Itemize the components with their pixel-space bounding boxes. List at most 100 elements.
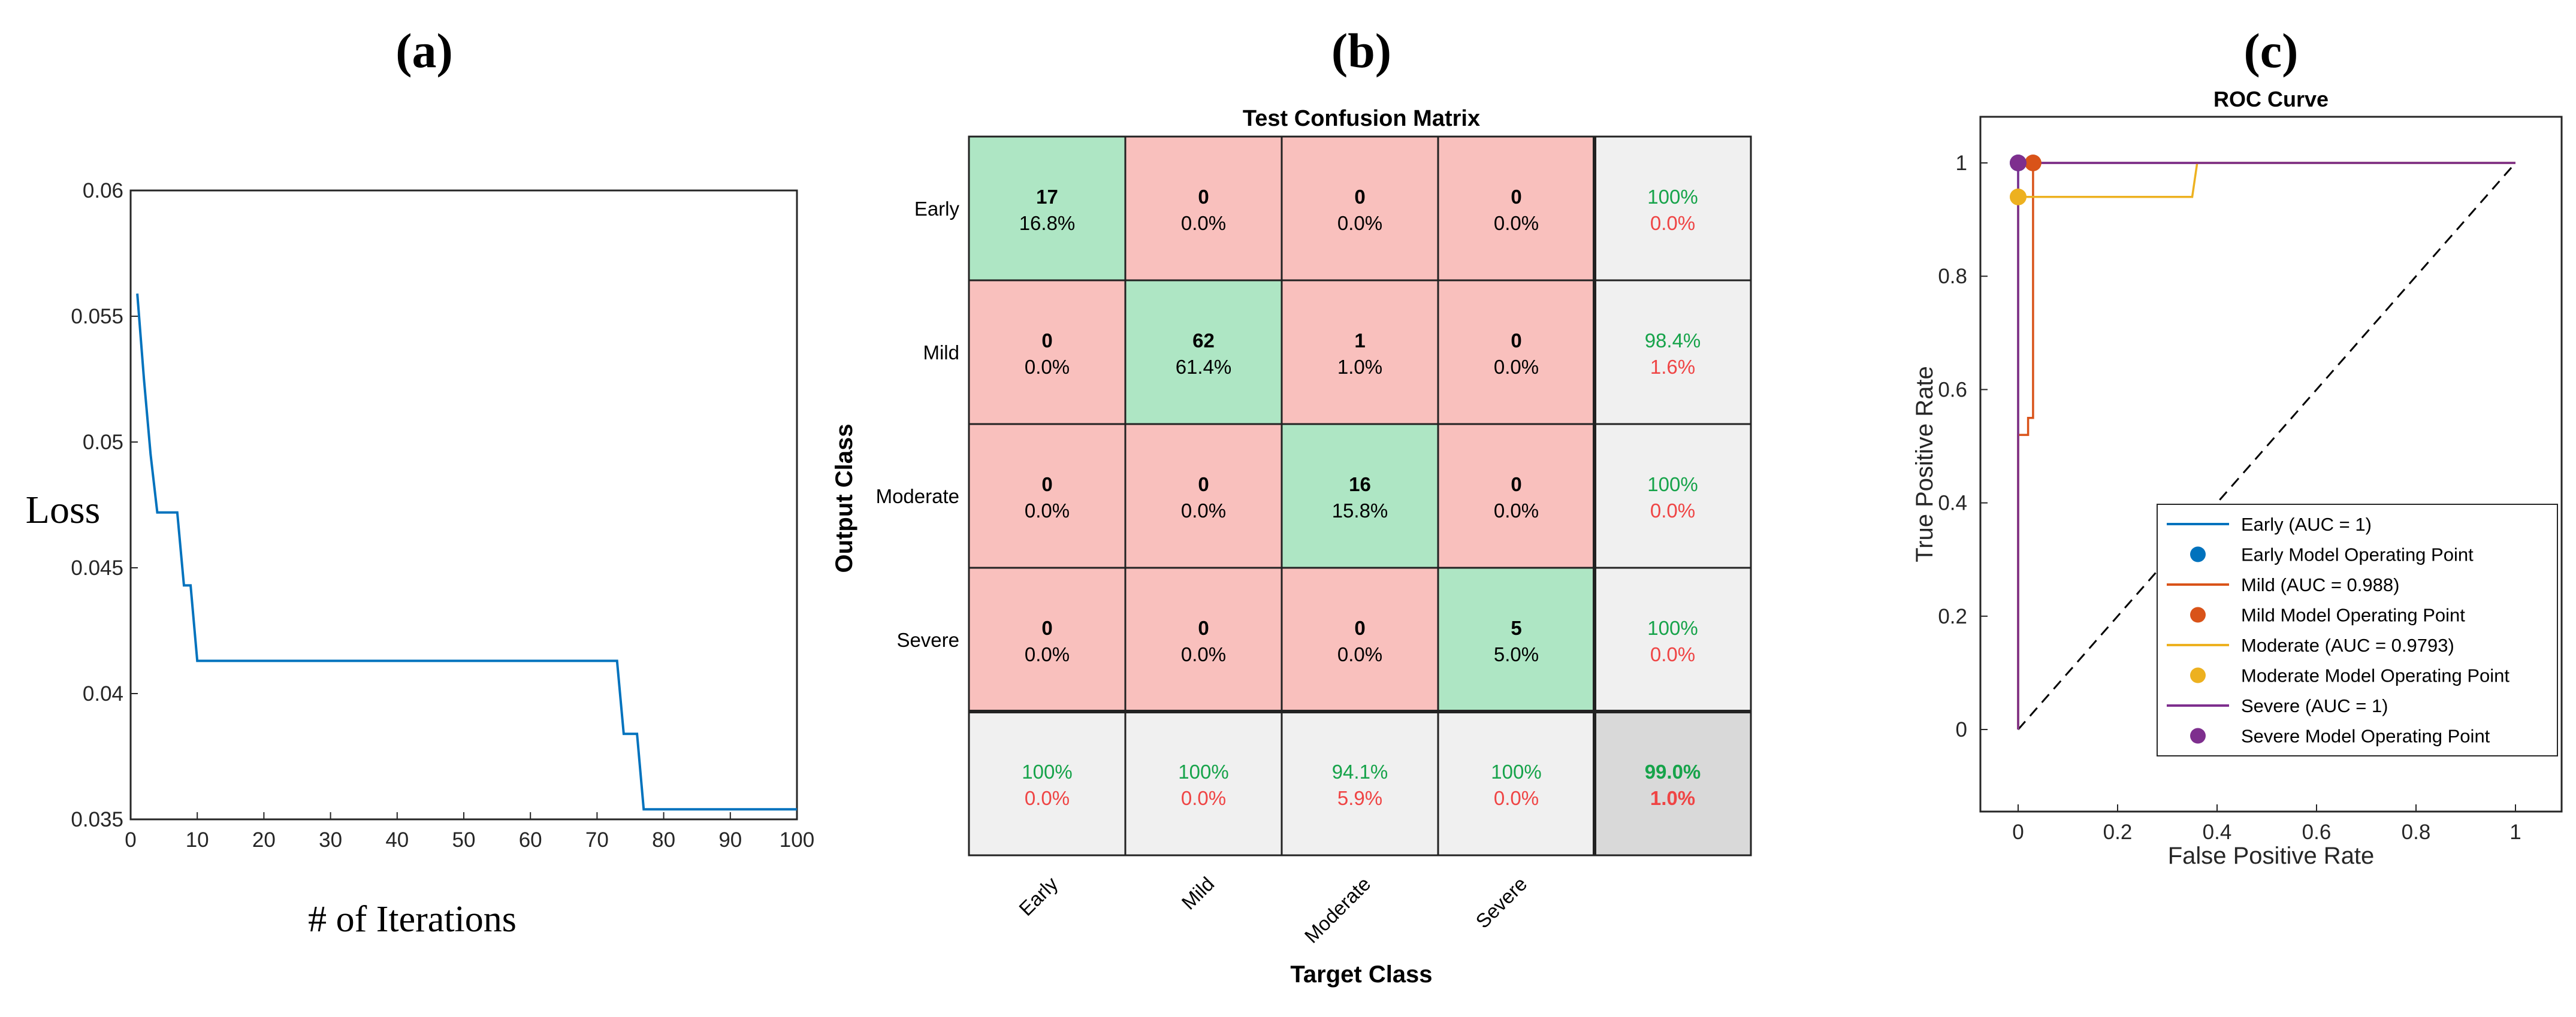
cm-cell-offdiagonal bbox=[1124, 423, 1283, 569]
roc-x-tick-label: 1 bbox=[2509, 821, 2521, 844]
cm-cell-count: 17 bbox=[1036, 186, 1058, 208]
cm-col-label: Early bbox=[1014, 872, 1062, 920]
cm-cell-percent: 61.4% bbox=[1176, 356, 1232, 378]
roc-x-tick-label: 0.2 bbox=[2103, 821, 2133, 844]
cm-cell-percent: 5.0% bbox=[1494, 643, 1539, 665]
cm-xlabel: Target Class bbox=[1290, 961, 1432, 988]
roc-y-tick-label: 0 bbox=[1956, 718, 1967, 741]
roc-legend-dot-swatch bbox=[2190, 607, 2206, 623]
roc-y-tick-label: 0.2 bbox=[1938, 605, 1967, 628]
cm-cell-count: 0 bbox=[1041, 329, 1052, 352]
cm-col-error: 5.9% bbox=[1337, 787, 1382, 809]
cm-cell-offdiagonal bbox=[1437, 135, 1596, 282]
cm-col-error: 0.0% bbox=[1494, 787, 1539, 809]
cm-cell-percent: 0.0% bbox=[1181, 212, 1226, 234]
cm-row-summary-cell bbox=[1593, 423, 1752, 569]
cm-cell-percent: 0.0% bbox=[1337, 212, 1382, 234]
cm-cell-count: 0 bbox=[1041, 617, 1052, 639]
roc-legend-label: Moderate (AUC = 0.9793) bbox=[2241, 635, 2454, 656]
cm-cell-diagonal bbox=[1281, 423, 1439, 569]
cm-cell-offdiagonal bbox=[1124, 135, 1283, 282]
roc-operating-point bbox=[2010, 155, 2027, 171]
loss-x-tick-label: 60 bbox=[519, 828, 542, 852]
cm-col-summary-cell bbox=[1124, 710, 1283, 856]
roc-operating-point bbox=[2010, 188, 2027, 205]
cm-row-precision: 100% bbox=[1647, 617, 1698, 639]
cm-col-summary-cell bbox=[1437, 710, 1596, 856]
loss-x-tick-label: 20 bbox=[252, 828, 276, 852]
cm-col-label: Severe bbox=[1471, 873, 1531, 933]
roc-y-tick-label: 0.4 bbox=[1938, 492, 1967, 515]
cm-cell-offdiagonal bbox=[1437, 423, 1596, 569]
loss-x-tick-label: 10 bbox=[186, 828, 209, 852]
cm-col-summary-cell bbox=[1281, 710, 1439, 856]
loss-y-tick-label: 0.04 bbox=[83, 682, 123, 706]
loss-x-tick-label: 70 bbox=[585, 828, 609, 852]
cm-row-error: 0.0% bbox=[1650, 500, 1695, 522]
confusion-matrix: Test Confusion Matrix 17 16.8% 0 0.0% 0 0.0% 0… bbox=[831, 106, 1752, 988]
cm-row-precision: 98.4% bbox=[1645, 329, 1701, 352]
cm-cell-percent: 0.0% bbox=[1025, 643, 1070, 665]
cm-cell-offdiagonal bbox=[1437, 279, 1596, 425]
roc-legend-label: Severe Model Operating Point bbox=[2241, 726, 2490, 747]
cm-cell-percent: 0.0% bbox=[1181, 500, 1226, 522]
cm-cell-percent: 0.0% bbox=[1494, 356, 1539, 378]
panel-label-b: (b) bbox=[1331, 23, 1391, 78]
cm-cell-offdiagonal bbox=[968, 423, 1127, 569]
roc-y-tick-label: 0.6 bbox=[1938, 378, 1967, 401]
roc-title: ROC Curve bbox=[2213, 87, 2329, 111]
cm-cell-diagonal bbox=[1437, 567, 1596, 713]
loss-chart: 0 10 20 30 40 50 60 70 80 90 100 0.035 0.04 0.045 0.05… bbox=[26, 179, 815, 940]
loss-y-tick-label: 0.06 bbox=[83, 179, 123, 202]
cm-cell-count: 0 bbox=[1198, 186, 1209, 208]
cm-row-error: 0.0% bbox=[1650, 212, 1695, 234]
roc-legend-label: Mild (AUC = 0.988) bbox=[2241, 574, 2399, 595]
cm-cell-percent: 16.8% bbox=[1019, 212, 1076, 234]
loss-ylabel: Loss bbox=[26, 488, 101, 532]
cm-col-label: Moderate bbox=[1300, 873, 1375, 948]
roc-legend-label: Mild Model Operating Point bbox=[2241, 605, 2465, 626]
cm-ylabel: Output Class bbox=[831, 424, 857, 573]
cm-cell-count: 5 bbox=[1511, 617, 1521, 639]
roc-operating-point bbox=[2024, 155, 2042, 171]
cm-col-summary-cell bbox=[968, 710, 1127, 856]
loss-x-tick-label: 80 bbox=[652, 828, 675, 852]
cm-row-label: Severe bbox=[896, 629, 959, 651]
cm-cell-count: 1 bbox=[1354, 329, 1365, 352]
cm-row-label: Mild bbox=[923, 341, 959, 364]
roc-x-tick-label: 0.4 bbox=[2203, 821, 2232, 844]
loss-y-tick-label: 0.045 bbox=[71, 556, 123, 580]
cm-row-label: Moderate bbox=[876, 485, 959, 507]
loss-y-tick-label: 0.05 bbox=[83, 431, 123, 454]
cm-col-recall: 94.1% bbox=[1332, 761, 1388, 783]
cm-cell-diagonal bbox=[968, 135, 1127, 282]
panel-label-c: (c) bbox=[2243, 23, 2298, 78]
loss-x-tick-label: 40 bbox=[385, 828, 409, 852]
cm-row-precision: 100% bbox=[1647, 473, 1698, 495]
cm-cell-offdiagonal bbox=[1281, 135, 1439, 282]
cm-col-recall: 100% bbox=[1178, 761, 1228, 783]
cm-cell-count: 0 bbox=[1354, 617, 1365, 639]
roc-xlabel: False Positive Rate bbox=[2168, 843, 2375, 869]
roc-legend-dot-swatch bbox=[2190, 546, 2206, 562]
cm-cell-percent: 0.0% bbox=[1494, 212, 1539, 234]
cm-overall-cell bbox=[1593, 710, 1752, 856]
loss-x-tick-label: 0 bbox=[125, 828, 136, 852]
cm-row-label: Early bbox=[914, 198, 960, 220]
roc-y-tick-label: 1 bbox=[1956, 152, 1967, 175]
cm-overall-error: 1.0% bbox=[1650, 787, 1695, 809]
cm-row-error: 0.0% bbox=[1650, 643, 1695, 665]
cm-cell-count: 0 bbox=[1511, 329, 1521, 352]
roc-x-tick-label: 0.6 bbox=[2302, 821, 2332, 844]
cm-title: Test Confusion Matrix bbox=[1243, 106, 1480, 131]
cm-cell-offdiagonal bbox=[1281, 279, 1439, 425]
cm-cell-count: 0 bbox=[1041, 473, 1052, 495]
cm-row-summary-cell bbox=[1593, 279, 1752, 425]
roc-chart: ROC Curve 0 0.2 0.4 0.6 0.8 1 0 0.2 0.4 0.6 0.8 1 E… bbox=[1911, 87, 2563, 869]
cm-cell-offdiagonal bbox=[968, 279, 1127, 425]
loss-y-tick-label: 0.035 bbox=[71, 808, 123, 831]
cm-row-error: 1.6% bbox=[1650, 356, 1695, 378]
cm-row-summary-cell bbox=[1593, 567, 1752, 713]
cm-cell-count: 0 bbox=[1511, 473, 1521, 495]
